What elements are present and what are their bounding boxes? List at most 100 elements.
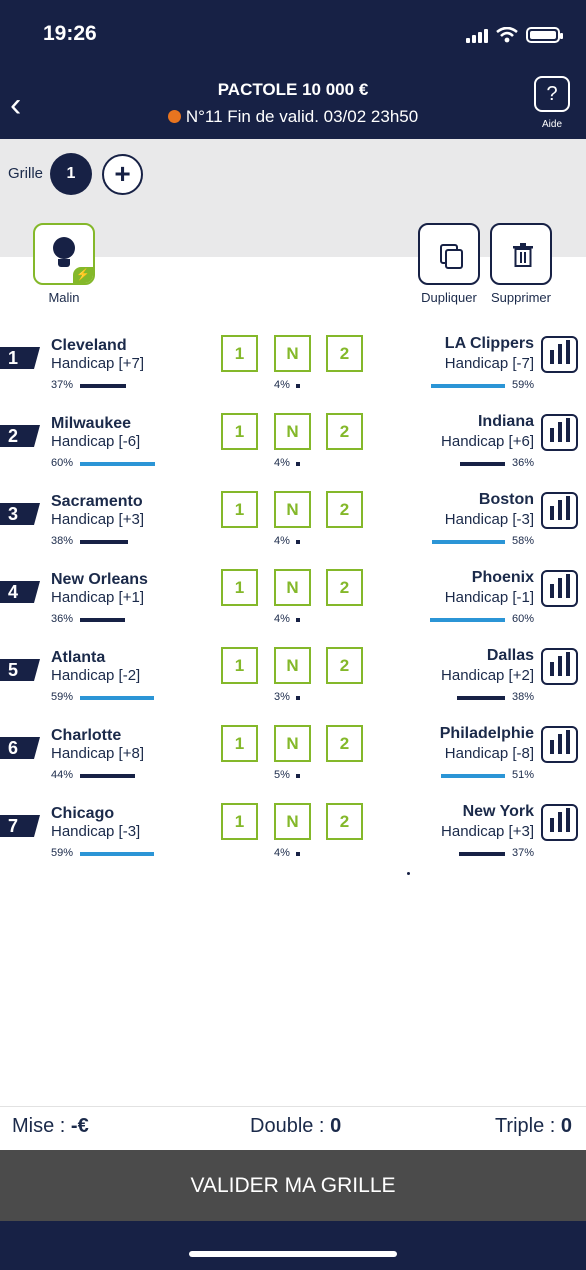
match-number: 2 bbox=[0, 425, 40, 447]
mise-label: Mise : bbox=[12, 1115, 71, 1137]
away-percent: 58% bbox=[511, 535, 534, 547]
home-indicator[interactable] bbox=[189, 1251, 397, 1257]
home-percent: 44% bbox=[51, 769, 74, 781]
home-team: Cleveland bbox=[51, 337, 127, 354]
home-team: New Orleans bbox=[51, 571, 148, 588]
away-handicap: Handicap [+6] bbox=[441, 433, 534, 450]
away-percent: 59% bbox=[511, 379, 534, 391]
home-team: Chicago bbox=[51, 805, 115, 822]
choice-n[interactable]: N bbox=[274, 647, 311, 684]
stats-icon[interactable] bbox=[541, 648, 578, 685]
malin-label: Malin bbox=[48, 290, 80, 305]
match-number: 5 bbox=[0, 659, 40, 681]
choice-1[interactable]: 1 bbox=[221, 413, 258, 450]
help-label: Aide bbox=[541, 119, 562, 130]
stats-icon[interactable] bbox=[541, 726, 578, 763]
back-icon[interactable]: ‹ bbox=[10, 86, 22, 124]
away-team: LA Clippers bbox=[444, 335, 534, 352]
draw-percent: 4% bbox=[274, 379, 290, 391]
page-title: PACTOLE 10 000 € bbox=[217, 80, 369, 99]
draw-percent: 4% bbox=[274, 847, 290, 859]
mise-value: -€ bbox=[70, 1115, 89, 1137]
choice-1[interactable]: 1 bbox=[221, 491, 258, 528]
stats-icon[interactable] bbox=[541, 414, 578, 451]
choice-2[interactable]: 2 bbox=[326, 335, 363, 372]
stats-icon[interactable] bbox=[541, 336, 578, 373]
help-icon[interactable]: ? bbox=[534, 76, 570, 112]
draw-percent-bar bbox=[296, 618, 300, 622]
malin-button[interactable]: ⚡ bbox=[33, 223, 95, 285]
battery-icon bbox=[526, 27, 563, 43]
grille-tab-1[interactable]: 1 bbox=[50, 153, 92, 195]
home-percent-bar bbox=[80, 852, 154, 856]
triple-value: 0 bbox=[560, 1115, 572, 1137]
home-handicap: Handicap [-3] bbox=[51, 823, 141, 840]
match-row: 3 Sacramento Handicap [+3] 38% 1 N 2 4% Boston Ha… bbox=[0, 491, 586, 575]
stats-icon[interactable] bbox=[541, 570, 578, 607]
home-team: Charlotte bbox=[51, 727, 122, 744]
choice-2[interactable]: 2 bbox=[326, 725, 363, 762]
choice-1[interactable]: 1 bbox=[221, 725, 258, 762]
choice-n[interactable]: N bbox=[274, 569, 311, 606]
choice-1[interactable]: 1 bbox=[221, 647, 258, 684]
home-handicap: Handicap [-2] bbox=[51, 667, 141, 684]
away-percent: 51% bbox=[511, 769, 534, 781]
home-handicap: Handicap [+8] bbox=[51, 745, 144, 762]
home-percent: 38% bbox=[51, 535, 74, 547]
home-team: Sacramento bbox=[51, 493, 143, 510]
choice-2[interactable]: 2 bbox=[326, 647, 363, 684]
choice-2[interactable]: 2 bbox=[326, 491, 363, 528]
duplicate-label: Dupliquer bbox=[421, 290, 477, 305]
stats-icon[interactable] bbox=[541, 492, 578, 529]
match-row: 1 Cleveland Handicap [+7] 37% 1 N 2 4% LA Clippe… bbox=[0, 335, 586, 419]
match-row: 7 Chicago Handicap [-3] 59% 1 N 2 4% New York Han… bbox=[0, 803, 586, 887]
away-team: Philadelphie bbox=[439, 725, 534, 742]
match-number: 4 bbox=[0, 581, 40, 603]
home-percent: 60% bbox=[51, 457, 74, 469]
away-percent-bar bbox=[459, 852, 505, 856]
validate-button[interactable]: VALIDER MA GRILLE bbox=[0, 1150, 586, 1221]
choice-2[interactable]: 2 bbox=[326, 569, 363, 606]
away-handicap: Handicap [-1] bbox=[444, 589, 534, 606]
delete-button[interactable] bbox=[490, 223, 552, 285]
divider bbox=[0, 1106, 586, 1107]
choice-2[interactable]: 2 bbox=[326, 803, 363, 840]
away-handicap: Handicap [+2] bbox=[441, 667, 534, 684]
away-percent-bar bbox=[460, 462, 505, 466]
draw-percent-bar bbox=[296, 696, 300, 700]
draw-percent-bar bbox=[296, 462, 300, 466]
subtitle-text: N°11 Fin de valid. 03/02 23h50 bbox=[185, 107, 419, 126]
choice-1[interactable]: 1 bbox=[221, 569, 258, 606]
home-percent-bar bbox=[80, 462, 155, 466]
match-row: 2 Milwaukee Handicap [-6] 60% 1 N 2 4% Indiana Ha… bbox=[0, 413, 586, 497]
grille-label: Grille bbox=[8, 165, 44, 182]
basketball-icon bbox=[167, 110, 181, 123]
away-percent-bar bbox=[457, 696, 505, 700]
away-team: New York bbox=[462, 803, 534, 820]
home-handicap: Handicap [-6] bbox=[51, 433, 141, 450]
match-number: 7 bbox=[0, 815, 40, 837]
home-percent-bar bbox=[80, 774, 135, 778]
choice-1[interactable]: 1 bbox=[221, 803, 258, 840]
choice-1[interactable]: 1 bbox=[221, 335, 258, 372]
home-team: Milwaukee bbox=[51, 415, 132, 432]
stats-icon[interactable] bbox=[541, 804, 578, 841]
choice-n[interactable]: N bbox=[274, 803, 311, 840]
choice-n[interactable]: N bbox=[274, 413, 311, 450]
choice-n[interactable]: N bbox=[274, 491, 311, 528]
triple-summary: Triple : 0 bbox=[495, 1115, 572, 1138]
away-team: Dallas bbox=[486, 647, 534, 664]
home-handicap: Handicap [+7] bbox=[51, 355, 144, 372]
away-percent: 37% bbox=[511, 847, 534, 859]
away-handicap: Handicap [-7] bbox=[444, 355, 534, 372]
choice-n[interactable]: N bbox=[274, 335, 311, 372]
home-team: Atlanta bbox=[51, 649, 106, 666]
home-percent-bar bbox=[80, 540, 128, 544]
away-handicap: Handicap [+3] bbox=[441, 823, 534, 840]
double-summary: Double : 0 bbox=[250, 1115, 341, 1138]
choice-2[interactable]: 2 bbox=[326, 413, 363, 450]
add-grille-button[interactable]: + bbox=[102, 154, 143, 195]
choice-n[interactable]: N bbox=[274, 725, 311, 762]
away-percent-bar bbox=[431, 384, 505, 388]
duplicate-button[interactable] bbox=[418, 223, 480, 285]
